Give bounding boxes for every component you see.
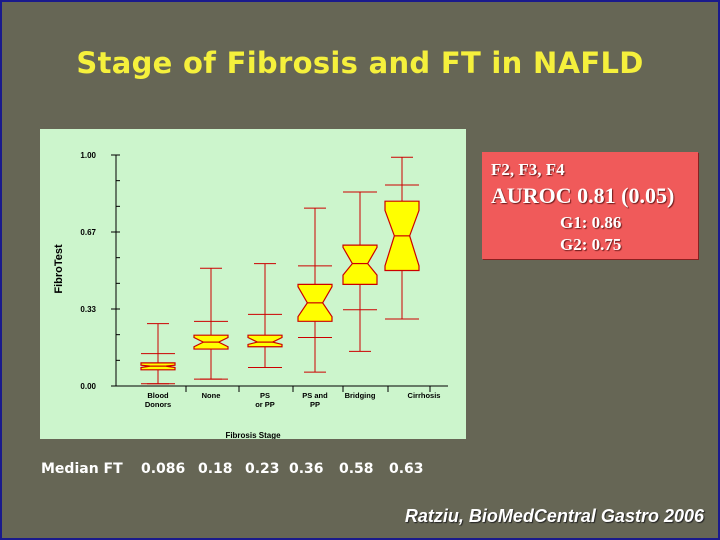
median-ft-value: 0.58: [339, 461, 374, 477]
median-ft-label: Median FT: [41, 461, 123, 477]
fibrosis-boxplot-chart: 0.00 0.33 0.67 1.00 Blood Donors None PS or PP PS…: [40, 129, 466, 440]
slide-title: Stage of Fibrosis and FT in NAFLD: [76, 46, 644, 80]
x-tick-label: Bridging: [345, 391, 376, 400]
x-tick-label: PS or PP: [255, 391, 275, 409]
y-tick-label: 1.00: [80, 151, 96, 160]
y-tick-label: 0.33: [80, 305, 96, 314]
auroc-stages: F2, F3, F4: [491, 160, 565, 179]
x-tick-label: PS and PP: [302, 391, 328, 409]
notched-box: [247, 334, 283, 348]
x-tick-label: None: [202, 391, 221, 400]
y-tick-label: 0.67: [80, 228, 96, 237]
notched-box: [342, 244, 378, 285]
auroc-g2: G2: 0.75: [560, 235, 622, 254]
auroc-value: AUROC 0.81 (0.05): [491, 183, 675, 208]
citation: Ratziu, BioMedCentral Gastro 2006: [404, 506, 704, 526]
median-ft-value: 0.086: [141, 461, 186, 477]
y-axis-label: FibroTest: [53, 244, 65, 294]
x-axis-label: Fibrosis Stage: [225, 431, 281, 439]
plot-background: [40, 129, 466, 439]
chart-svg: 0.00 0.33 0.67 1.00 Blood Donors None PS or PP PS…: [40, 129, 466, 440]
x-tick-label: Cirrhosis: [408, 391, 441, 400]
median-ft-value: 0.36: [289, 461, 324, 477]
median-ft-value: 0.18: [198, 461, 233, 477]
x-tick-label: Blood Donors: [145, 391, 171, 409]
auroc-box: F2, F3, F4 AUROC 0.81 (0.05) G1: 0.86 G2…: [482, 152, 698, 259]
y-tick-label: 0.00: [80, 382, 96, 391]
median-ft-value: 0.23: [245, 461, 280, 477]
auroc-g1: G1: 0.86: [560, 213, 622, 232]
median-ft-value: 0.63: [389, 461, 424, 477]
